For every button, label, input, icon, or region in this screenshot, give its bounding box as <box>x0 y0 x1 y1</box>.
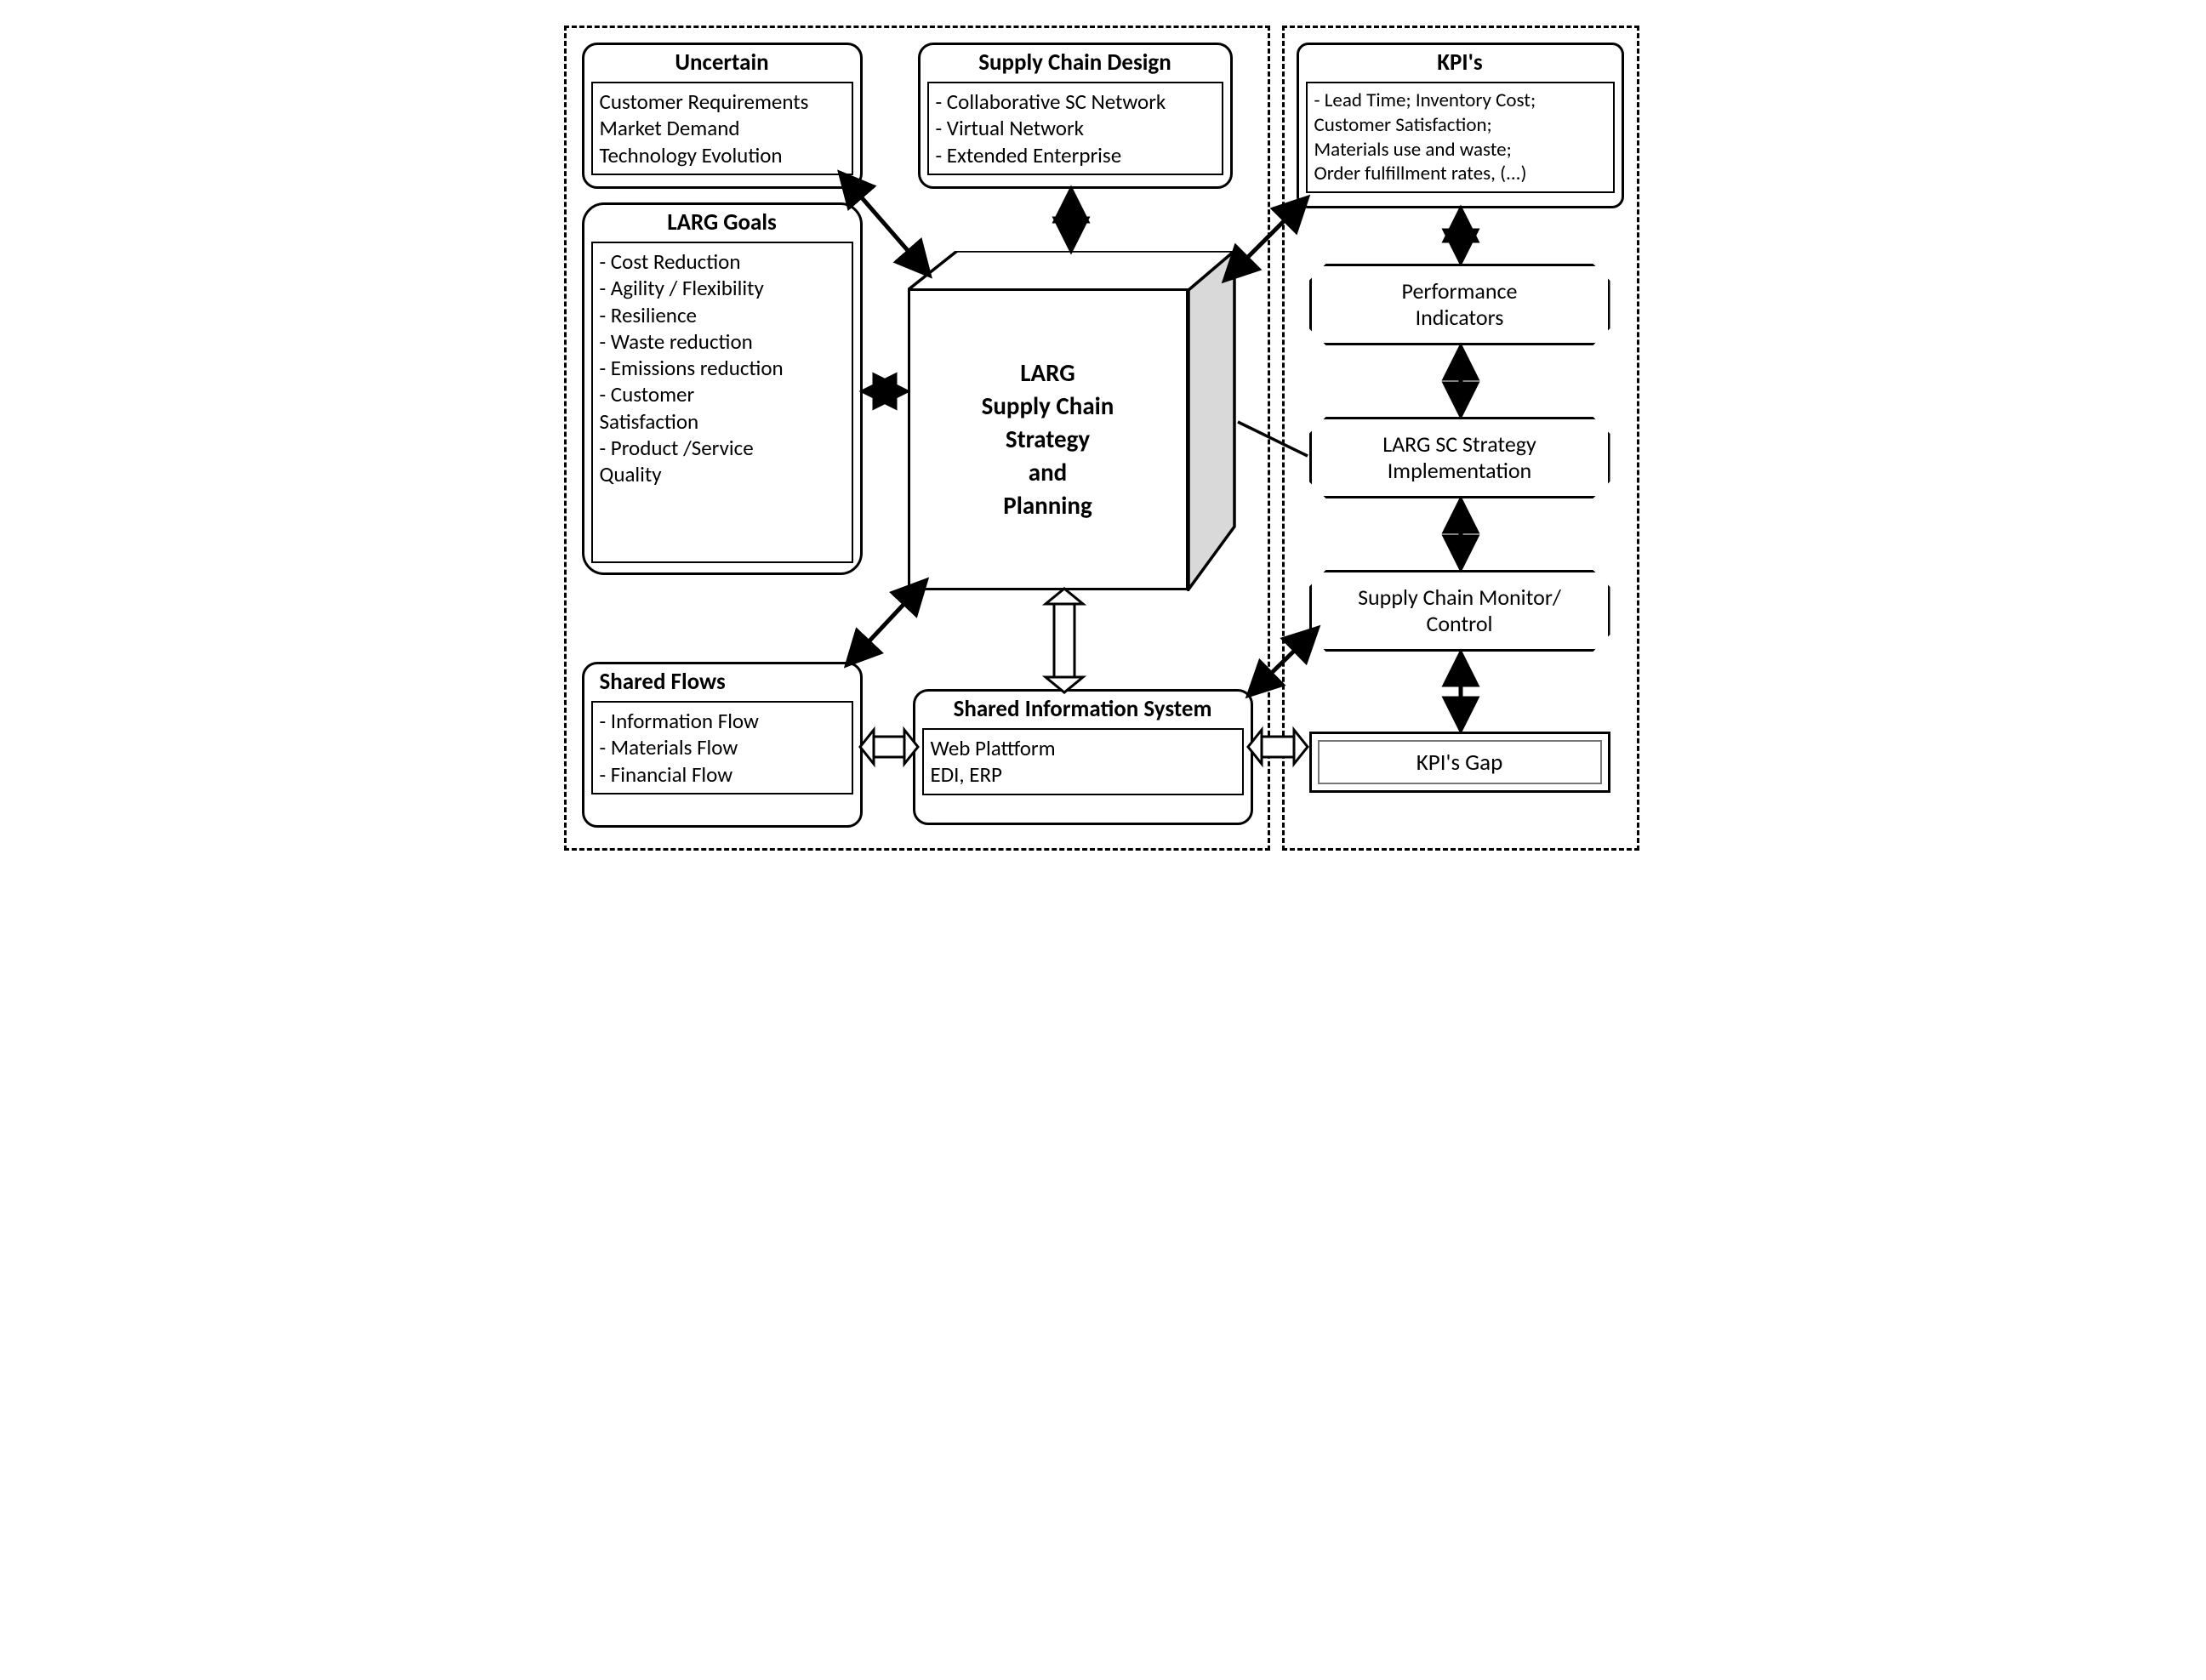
hex-performance-indicators: Performance Indicators <box>1309 264 1610 345</box>
list-item: Order fulfillment rates, (...) <box>1314 162 1606 186</box>
hex-monitor: Supply Chain Monitor/ Control <box>1309 570 1610 652</box>
box-title: LARG Goals <box>584 205 860 242</box>
cube-front: LARG Supply Chain Strategy and Planning <box>908 288 1189 590</box>
box-shared-flows: Shared Flows - Information Flow - Materi… <box>582 662 863 828</box>
list-item: - Lead Time; Inventory Cost; <box>1314 88 1606 113</box>
box-shared-info-system: Shared Information System Web Plattform … <box>913 689 1253 825</box>
list-item: - Waste reduction <box>600 328 845 355</box>
list-item: - Customer Satisfaction <box>600 381 845 435</box>
list-item: Materials use and waste; <box>1314 138 1606 162</box>
list-item: - Cost Reduction <box>600 248 845 275</box>
list-item: - Financial Flow <box>600 761 845 788</box>
list-item: - Extended Enterprise <box>936 142 1215 168</box>
bevel-kpi-gap: KPI's Gap <box>1309 732 1610 793</box>
box-kpis: KPI's - Lead Time; Inventory Cost; Custo… <box>1297 43 1624 208</box>
cube-label: LARG Supply Chain Strategy and Planning <box>982 356 1114 523</box>
box-content: - Cost Reduction - Agility / Flexibility… <box>591 242 853 563</box>
list-item: - Virtual Network <box>936 115 1215 141</box>
list-item: Customer Satisfaction; <box>1314 113 1606 138</box>
list-item: Technology Evolution <box>600 142 845 168</box>
box-uncertain: Uncertain Customer Requirements Market D… <box>582 43 863 189</box>
box-title: KPI's <box>1299 45 1622 82</box>
box-content: - Lead Time; Inventory Cost; Customer Sa… <box>1306 82 1615 193</box>
box-title: Supply Chain Design <box>921 45 1230 82</box>
list-item: - Product /Service Quality <box>600 435 845 488</box>
list-item: Market Demand <box>600 115 845 141</box>
box-title: Shared Flows <box>584 664 860 701</box>
box-content: Web Plattform EDI, ERP <box>922 728 1244 795</box>
list-item: - Information Flow <box>600 708 845 734</box>
list-item: EDI, ERP <box>931 761 1235 788</box>
bevel-label: KPI's Gap <box>1417 749 1503 777</box>
list-item: - Collaborative SC Network <box>936 88 1215 115</box>
box-supply-chain-design: Supply Chain Design - Collaborative SC N… <box>918 43 1233 189</box>
box-content: Customer Requirements Market Demand Tech… <box>591 82 853 175</box>
cube-larg-strategy: LARG Supply Chain Strategy and Planning <box>908 251 1238 591</box>
list-item: - Resilience <box>600 302 845 328</box>
list-item: - Emissions reduction <box>600 355 845 381</box>
list-item: - Agility / Flexibility <box>600 275 845 301</box>
box-content: - Information Flow - Materials Flow - Fi… <box>591 701 853 794</box>
list-item: - Materials Flow <box>600 734 845 760</box>
list-item: Customer Requirements <box>600 88 845 115</box>
box-title: Uncertain <box>584 45 860 82</box>
hex-impl: LARG SC Strategy Implementation <box>1309 417 1610 498</box>
box-larg-goals: LARG Goals - Cost Reduction - Agility / … <box>582 202 863 575</box>
box-content: - Collaborative SC Network - Virtual Net… <box>927 82 1223 175</box>
diagram-canvas: Uncertain Customer Requirements Market D… <box>552 17 1655 857</box>
box-title: Shared Information System <box>915 692 1251 728</box>
list-item: Web Plattform <box>931 735 1235 761</box>
